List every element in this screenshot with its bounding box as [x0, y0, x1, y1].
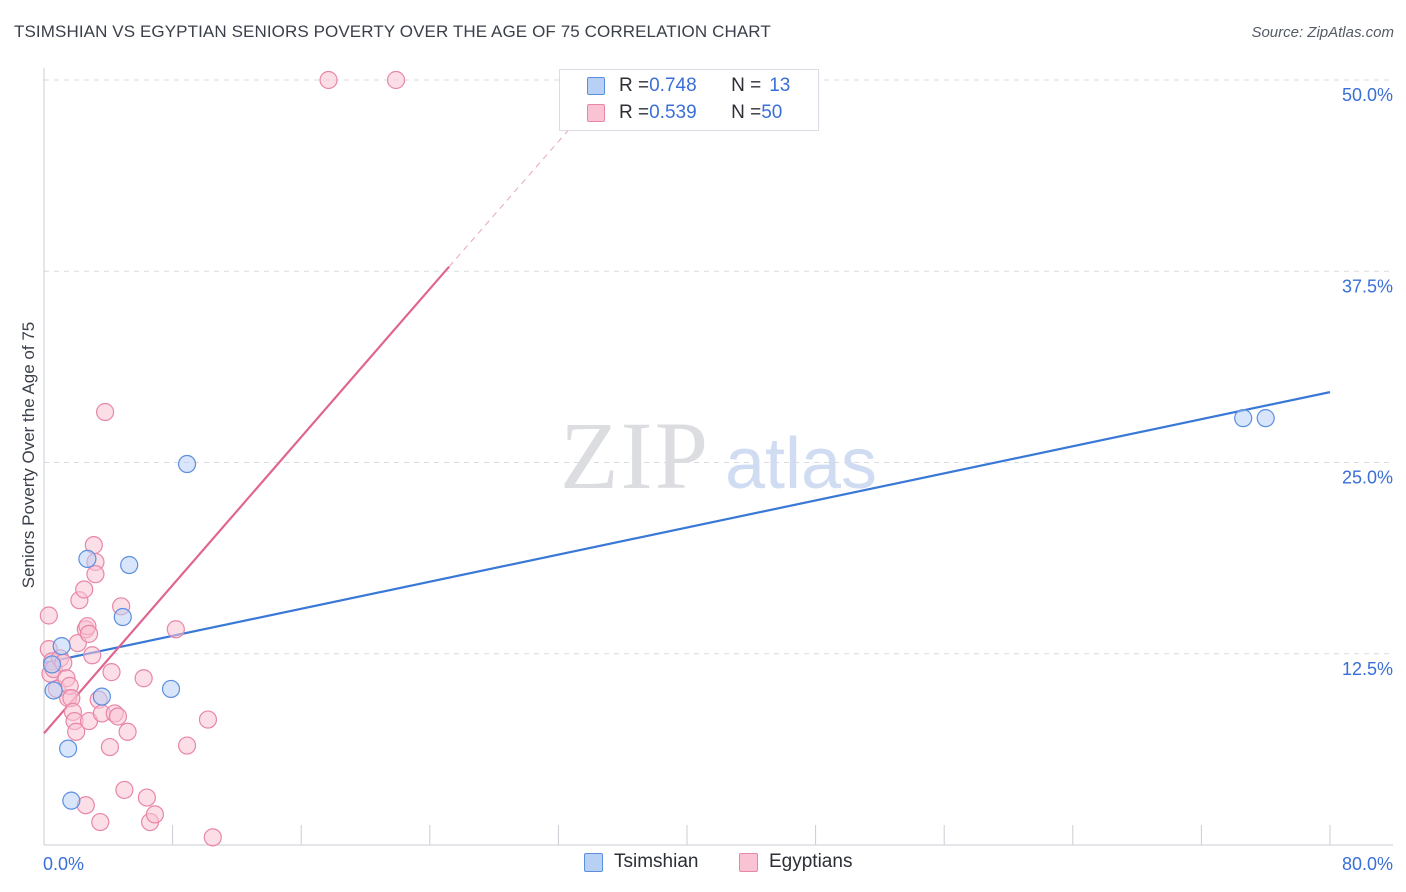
data-point	[67, 722, 86, 741]
data-point	[108, 707, 128, 726]
axes	[43, 68, 1393, 846]
data-point	[145, 805, 165, 824]
data-point	[92, 687, 111, 706]
data-point	[203, 828, 222, 847]
watermark-atlas: atlas	[725, 424, 877, 504]
legend-n-value: 50	[761, 102, 783, 123]
bottom-legend-swatch-tsimshian	[584, 852, 603, 872]
data-point	[102, 663, 121, 682]
y-axis-label: Seniors Poverty Over the Age of 75	[19, 321, 38, 589]
data-point	[52, 636, 71, 656]
legend-n-label: N =	[731, 102, 762, 123]
bottom-legend-egyptians: Egyptians	[739, 851, 852, 873]
y-tick-label: 50.0%	[1342, 85, 1393, 105]
data-point	[39, 606, 58, 625]
watermark-zip: ZIP	[560, 402, 710, 509]
trend-line	[43, 265, 450, 735]
data-point	[319, 70, 338, 90]
data-point	[100, 737, 120, 757]
data-point	[161, 679, 181, 699]
bottom-legend-swatch-egyptians	[739, 852, 758, 872]
legend-row-tsimshian: R = 0.748 N = 13	[560, 73, 790, 99]
x-tick-labels: 0.0% 80.0%	[43, 854, 1393, 874]
bottom-legend-tsimshian: Tsimshian	[584, 851, 698, 873]
data-point	[86, 565, 105, 584]
data-point	[1234, 409, 1253, 428]
legend-n-value: 13	[769, 75, 791, 96]
gridlines	[44, 79, 1393, 655]
trend-line-extension	[448, 130, 569, 267]
data-point	[75, 580, 94, 599]
data-point	[59, 739, 78, 758]
y-tick-label: 12.5%	[1342, 659, 1393, 679]
data-point	[118, 722, 137, 741]
legend-swatch-egyptians	[587, 104, 605, 122]
data-point	[166, 620, 185, 639]
legend-row-egyptians: R = 0.539 N = 50	[560, 100, 782, 126]
trend-lines	[43, 130, 1331, 735]
data-point	[137, 788, 156, 807]
x-tick-label: 0.0%	[43, 854, 84, 874]
y-tick-label: 25.0%	[1342, 468, 1393, 488]
y-tick-labels: 12.5% 25.0% 37.5% 50.0%	[1342, 85, 1393, 679]
bottom-legend-label-egyptians: Egyptians	[769, 851, 853, 872]
legend-r-label: R =	[619, 102, 650, 123]
legend-n-label: N =	[731, 75, 762, 96]
data-point	[134, 669, 153, 688]
y-tick-label: 37.5%	[1342, 276, 1393, 296]
chart-title: TSIMSHIAN VS EGYPTIAN SENIORS POVERTY OV…	[14, 22, 771, 41]
data-point	[44, 681, 63, 700]
stats-legend: R = 0.748 N = 13 R = 0.539 N = 50	[559, 69, 819, 131]
scatter-points	[39, 70, 1275, 847]
bottom-legend-label-tsimshian: Tsimshian	[614, 851, 699, 872]
legend-r-value: 0.539	[649, 102, 697, 123]
legend-r-label: R =	[619, 75, 650, 96]
data-point	[79, 624, 99, 643]
data-point	[198, 710, 218, 729]
legend-r-value: 0.748	[649, 75, 697, 96]
data-point	[177, 454, 197, 474]
data-point	[177, 736, 197, 755]
legend-swatch-tsimshian	[587, 77, 605, 95]
data-point	[91, 812, 110, 832]
data-point	[78, 549, 97, 568]
data-point	[1256, 409, 1275, 428]
data-point	[120, 555, 139, 575]
data-point	[113, 607, 132, 627]
data-point	[386, 70, 406, 90]
source-note: Source: ZipAtlas.com	[1251, 24, 1394, 41]
data-point	[83, 646, 102, 665]
data-point	[115, 780, 134, 800]
data-point	[42, 655, 62, 674]
data-point	[62, 791, 81, 810]
x-tick-label: 80.0%	[1342, 854, 1393, 874]
data-point	[95, 402, 115, 422]
trend-line	[43, 391, 1331, 665]
